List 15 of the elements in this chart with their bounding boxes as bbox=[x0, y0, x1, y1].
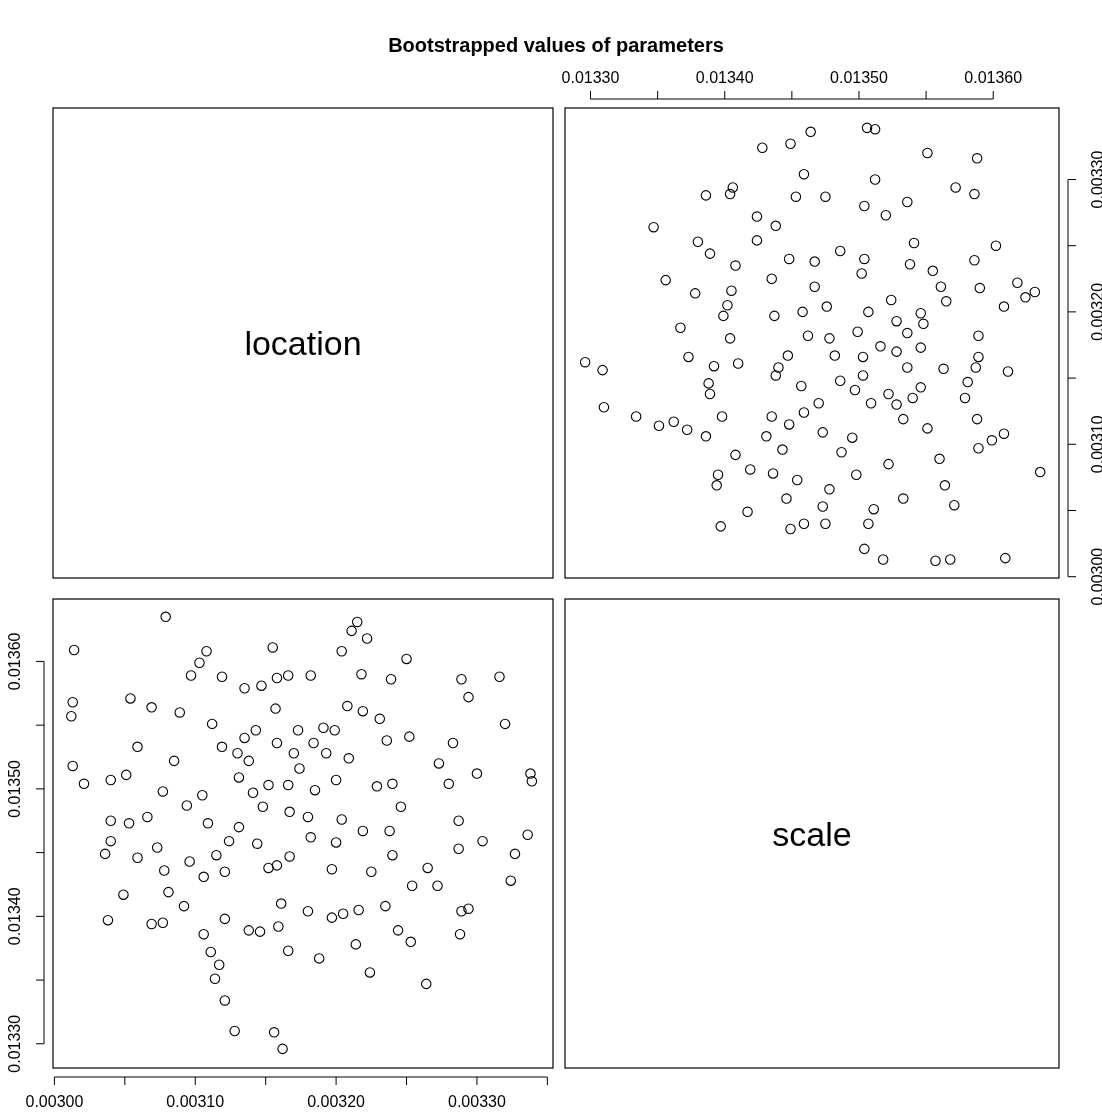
y-tick-label: 0.01360 bbox=[6, 632, 23, 691]
y-tick-label: 0.01350 bbox=[6, 759, 23, 818]
text: scale bbox=[772, 814, 852, 853]
x-tick-label: 0.00310 bbox=[166, 1093, 225, 1110]
x-tick-label: 0.01330 bbox=[561, 69, 620, 86]
x-tick-label: 0.00330 bbox=[448, 1093, 506, 1110]
x-tick-label: 0.01360 bbox=[964, 69, 1023, 86]
y-tick-label: 0.01340 bbox=[6, 887, 23, 946]
x-tick-label: 0.00320 bbox=[307, 1093, 366, 1110]
x-tick-label: 0.01340 bbox=[695, 69, 754, 86]
x-tick-label: 0.00300 bbox=[25, 1093, 84, 1110]
y-tick-label: 0.01330 bbox=[6, 1014, 23, 1073]
x-tick-label: 0.01350 bbox=[830, 69, 888, 86]
text: Bootstrapped values of parameters bbox=[388, 34, 724, 56]
text: location bbox=[244, 324, 362, 362]
